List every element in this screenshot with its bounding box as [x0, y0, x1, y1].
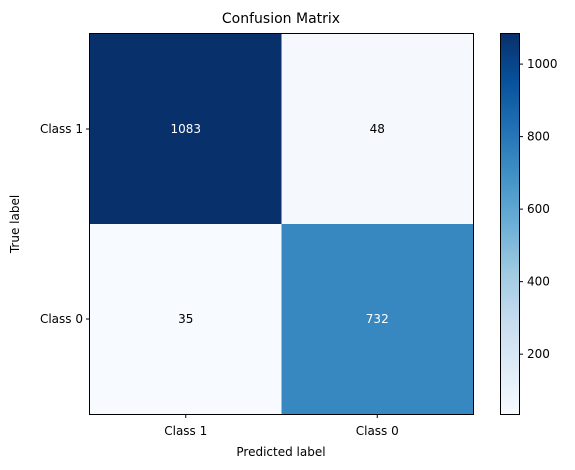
heatmap-cell	[281, 34, 474, 225]
chart-title: Confusion Matrix	[222, 11, 340, 27]
cell-value-label: 1083	[170, 122, 201, 136]
heatmap-cell	[90, 34, 282, 225]
cell-value-label: 35	[178, 312, 193, 326]
colorbar-tick-label: 400	[527, 275, 550, 289]
x-tick-label: Class 1	[164, 424, 207, 438]
y-tick-label: Class 1	[40, 122, 83, 136]
x-axis-ticks: Class 1 Class 0	[164, 414, 399, 438]
heatmap-cell	[281, 224, 474, 415]
y-axis-label: True label	[8, 195, 22, 254]
colorbar-ticks: 200 400 600 800 1000	[519, 57, 558, 361]
x-tick-label: Class 0	[356, 424, 399, 438]
cell-value-labels: 1083 48 35 732	[170, 122, 388, 326]
colorbar-tick-label: 800	[527, 130, 550, 144]
cell-value-label: 48	[370, 122, 385, 136]
y-axis-ticks: Class 1 Class 0	[40, 122, 90, 326]
plot-frame	[89, 33, 474, 415]
colorbar	[500, 33, 520, 415]
colorbar-tick-label: 600	[527, 202, 550, 216]
heatmap-cells	[90, 34, 474, 415]
colorbar-tick-label: 1000	[527, 57, 558, 71]
x-axis-label: Predicted label	[236, 445, 325, 459]
heatmap-cell	[90, 224, 282, 415]
colorbar-tick-label: 200	[527, 347, 550, 361]
y-tick-label: Class 0	[40, 312, 83, 326]
cell-value-label: 732	[366, 312, 389, 326]
